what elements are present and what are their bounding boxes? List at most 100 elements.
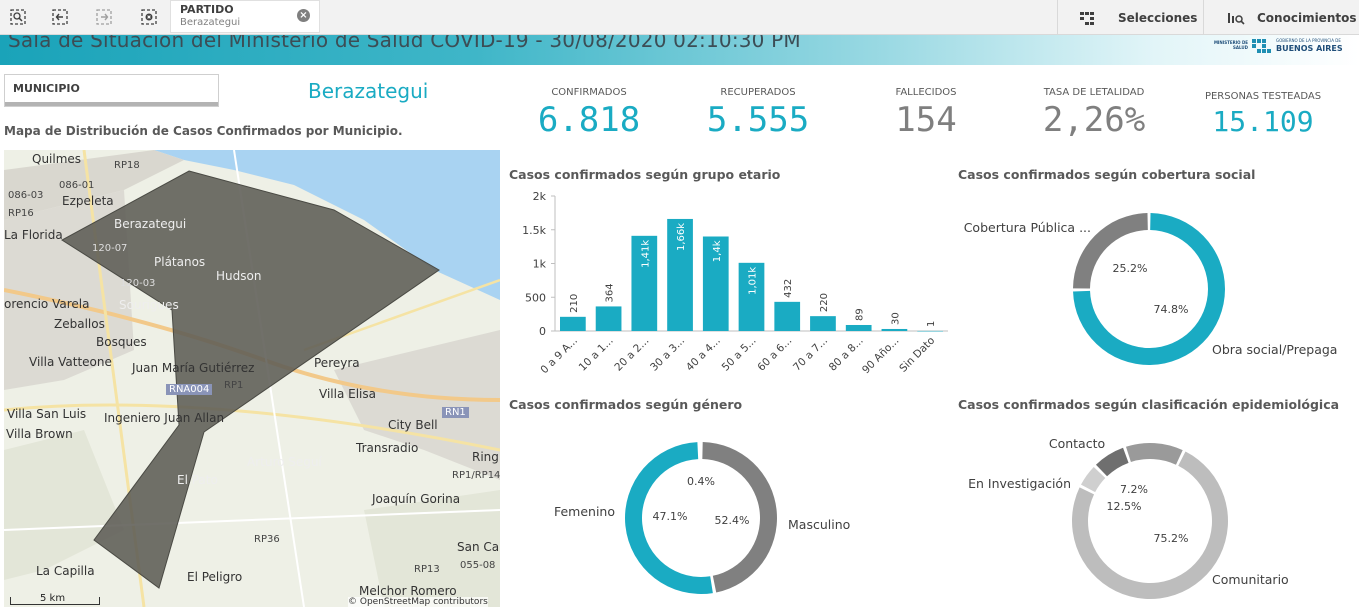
donut-percent-label: 12.5% [1107, 500, 1142, 513]
age-bar[interactable] [738, 262, 765, 331]
epi-slice[interactable] [1080, 466, 1106, 493]
title-banner: Sala de Situación del Ministerio de Salu… [0, 35, 1359, 65]
donut-legend-label: Comunitario [1212, 572, 1289, 587]
map-place: Quilmes [32, 152, 82, 166]
x-tick-label: Sin Dato [897, 335, 937, 375]
logo-line3: BUENOS AIRES [1276, 44, 1343, 53]
donut-percent-label: 0.4% [687, 475, 715, 488]
bar-value-label: 210 [569, 294, 580, 313]
epi-slice[interactable] [1095, 447, 1129, 477]
map-place: Hudson [216, 269, 262, 283]
age-bar[interactable] [774, 301, 801, 331]
donut-legend-label: Cobertura Pública ... [964, 220, 1091, 235]
kpi-value-letalidad: 2,26% [1042, 100, 1146, 140]
smart-search-icon[interactable] [4, 3, 32, 31]
map-place: El Peligro [187, 570, 243, 584]
municipio-filter[interactable]: MUNICIPIO [4, 74, 219, 107]
insights-icon [1228, 12, 1245, 25]
donut-percent-label: 74.8% [1154, 303, 1189, 316]
donut-percent-label: 25.2% [1113, 262, 1148, 275]
selected-municipio-title: Berazategui [308, 79, 429, 103]
age-bar[interactable] [560, 316, 586, 331]
age-chart-title: Casos confirmados según grupo etario [509, 167, 781, 182]
donut-percent-label: 47.1% [653, 510, 688, 523]
age-bar[interactable] [917, 330, 943, 332]
gender-chart-title: Casos confirmados según género [509, 397, 743, 412]
kpi-label-confirmados: CONFIRMADOS [551, 87, 627, 98]
x-tick-label: 10 a 1... [577, 335, 616, 374]
map-place: Transradio [356, 441, 419, 455]
bar-value-label: 220 [819, 293, 830, 312]
map-place: Villa San Luis [7, 407, 87, 421]
donut-percent-label: 52.4% [715, 514, 750, 527]
map-place: orencio Varela [4, 297, 90, 311]
kpi-label-fallecidos: FALLECIDOS [895, 87, 957, 98]
donut-legend-label: En Investigación [968, 476, 1071, 491]
map-place: Villa Elisa [319, 387, 376, 401]
gender-slice[interactable] [702, 442, 778, 593]
bar-value-label: 1,41k [640, 240, 651, 268]
y-tick-label: 1.5k [522, 224, 546, 237]
toolbar: PARTIDO Berazategui × Selecciones Conoci… [0, 0, 1359, 35]
epi-slice[interactable] [1125, 443, 1183, 465]
page-title: Sala de Situación del Ministerio de Salu… [8, 35, 801, 52]
map-road: 086-03 [8, 190, 44, 201]
map-road-shield: RNA004 [166, 384, 213, 395]
map-place: Ring [472, 450, 499, 464]
distribution-map[interactable]: Quilmes Ezpeleta Berazategui La Florida … [4, 150, 500, 607]
epi-chart-title: Casos confirmados según clasificación ep… [958, 397, 1340, 412]
clear-selections-icon[interactable] [135, 3, 163, 31]
selecciones-button[interactable]: Selecciones [1078, 0, 1197, 35]
step-forward-icon[interactable] [90, 3, 118, 31]
donut-percent-label: 75.2% [1154, 532, 1189, 545]
age-bar[interactable] [845, 324, 872, 331]
province-emblem-icon [1252, 39, 1271, 53]
gender-slice[interactable] [625, 442, 713, 595]
age-bar[interactable] [702, 236, 729, 332]
epi-slice[interactable] [1072, 451, 1229, 599]
map-place: Arturo Seguí [247, 455, 322, 469]
selecciones-label: Selecciones [1118, 10, 1198, 25]
map-place: Joaquín Gorina [372, 492, 461, 506]
x-tick-label: 90 Año... [860, 335, 902, 377]
map-scale-bar [10, 597, 100, 605]
map-place: La Capilla [36, 564, 95, 578]
y-tick-label: 2k [533, 190, 547, 203]
age-bar[interactable] [667, 218, 693, 331]
bar-value-label: 364 [605, 283, 616, 302]
age-bar[interactable] [881, 328, 908, 331]
selection-chip[interactable]: PARTIDO Berazategui × [170, 0, 320, 33]
map-road: RP16 [8, 208, 34, 219]
map-title: Mapa de Distribución de Casos Confirmado… [4, 124, 403, 138]
coverage-slice[interactable] [1073, 213, 1225, 365]
close-icon[interactable]: × [297, 9, 310, 22]
map-place: Melchor Romero [359, 584, 457, 598]
coverage-chart-title: Casos confirmados según cobertura social [958, 167, 1256, 182]
map-place: City Bell [388, 418, 438, 432]
map-road-shield: RN1 [442, 407, 469, 418]
donut-percent-label: 7.2% [1120, 483, 1148, 496]
x-tick-label: 20 a 2... [612, 335, 651, 374]
x-tick-label: 40 a 4... [684, 335, 723, 374]
y-tick-label: 500 [525, 291, 546, 304]
map-road: 120-03 [120, 278, 156, 289]
x-tick-label: 60 a 6... [755, 335, 794, 374]
map-road: 120-07 [92, 243, 128, 254]
map-place: Ezpeleta [62, 194, 114, 208]
selections-icon [1080, 11, 1094, 25]
ministry-logo: MINISTERIO DE SALUD GOBIERNO DE LA PROVI… [1204, 35, 1344, 59]
coverage-slice[interactable] [1073, 213, 1148, 289]
map-road: RP36 [254, 534, 280, 545]
map-attribution: © OpenStreetMap contributors [348, 597, 488, 607]
step-back-icon[interactable] [46, 3, 74, 31]
age-bar[interactable] [631, 235, 658, 331]
selection-value: Berazategui [180, 17, 241, 28]
kpi-value-recuperados: 5.555 [706, 100, 810, 140]
conocimientos-button[interactable]: Conocimientos [1226, 0, 1357, 35]
bar-value-label: 1 [926, 321, 937, 327]
x-tick-label: 50 a 5... [720, 335, 759, 374]
age-bar[interactable] [595, 306, 622, 331]
kpi-label-recuperados: RECUPERADOS [720, 87, 796, 98]
map-place: Zeballos [54, 317, 105, 331]
age-bar[interactable] [810, 316, 836, 331]
